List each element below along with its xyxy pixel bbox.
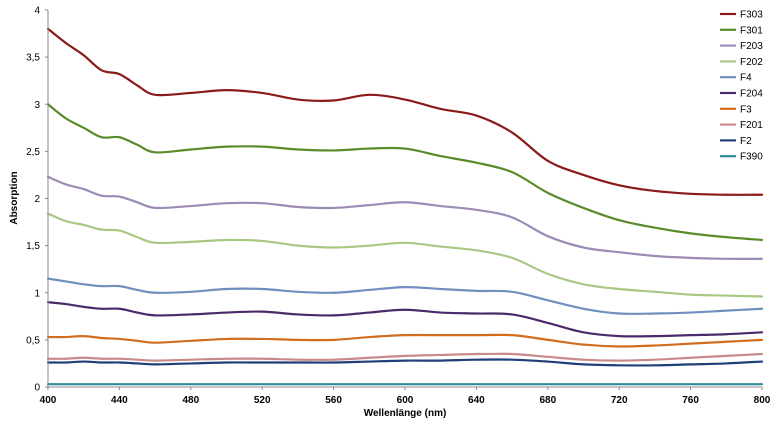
y-tick-label: 0,5 xyxy=(26,335,40,346)
legend: F303 F301 F203 F202 F4 F204 F3 F201 F2 F390 xyxy=(720,10,763,163)
legend-label-f4: F4 xyxy=(740,73,752,84)
y-tick-label: 2,5 xyxy=(26,147,40,158)
legend-label-f203: F203 xyxy=(740,41,763,52)
y-tick-label: 4 xyxy=(34,6,40,17)
series-line-f203 xyxy=(46,175,764,260)
series-line-f303 xyxy=(46,27,764,196)
x-axis-title: Wellenlänge (nm) xyxy=(364,408,447,419)
x-tick-label: 640 xyxy=(468,395,485,406)
legend-label-f204: F204 xyxy=(740,89,763,100)
y-tick-label: 3 xyxy=(34,100,40,111)
series-line-f202 xyxy=(46,212,764,298)
y-tick-label: 1,5 xyxy=(26,241,40,252)
series-line-f301 xyxy=(46,103,764,242)
x-tick-label: 560 xyxy=(325,395,342,406)
series-line-f3 xyxy=(46,333,764,348)
legend-label-f3: F3 xyxy=(740,104,752,115)
x-tick-label: 480 xyxy=(182,395,199,406)
x-tick-label: 400 xyxy=(40,395,57,406)
series-line-f204 xyxy=(46,301,764,338)
legend-label-f303: F303 xyxy=(740,10,763,21)
y-tick-label: 1 xyxy=(34,288,40,299)
legend-label-f2: F2 xyxy=(740,136,752,147)
series-line-f2 xyxy=(46,358,764,367)
series-layer xyxy=(46,27,764,386)
x-tick-label: 680 xyxy=(539,395,556,406)
x-tick-label: 800 xyxy=(754,395,771,406)
y-tick-label: 0 xyxy=(34,383,40,394)
y-tick-label: 2 xyxy=(34,194,40,205)
legend-label-f201: F201 xyxy=(740,120,763,131)
series-line-f4 xyxy=(46,277,764,315)
legend-label-f390: F390 xyxy=(740,152,763,163)
x-tick-label: 520 xyxy=(254,395,271,406)
x-tick-labels: 400 440 480 520 560 600 640 680 720 760 800 xyxy=(40,387,771,406)
x-tick-label: 600 xyxy=(397,395,414,406)
series-line-f201 xyxy=(46,352,764,362)
x-tick-label: 760 xyxy=(682,395,699,406)
y-tick-labels: 0 0,5 1 1,5 2 2,5 3 3,5 4 xyxy=(26,6,48,394)
legend-label-f202: F202 xyxy=(740,57,763,68)
x-tick-label: 720 xyxy=(611,395,628,406)
x-tick-label: 440 xyxy=(111,395,128,406)
y-axis-title: Absorption xyxy=(9,171,20,224)
axes-layer xyxy=(47,10,762,388)
y-tick-label: 3,5 xyxy=(26,53,40,64)
legend-label-f301: F301 xyxy=(740,25,763,36)
